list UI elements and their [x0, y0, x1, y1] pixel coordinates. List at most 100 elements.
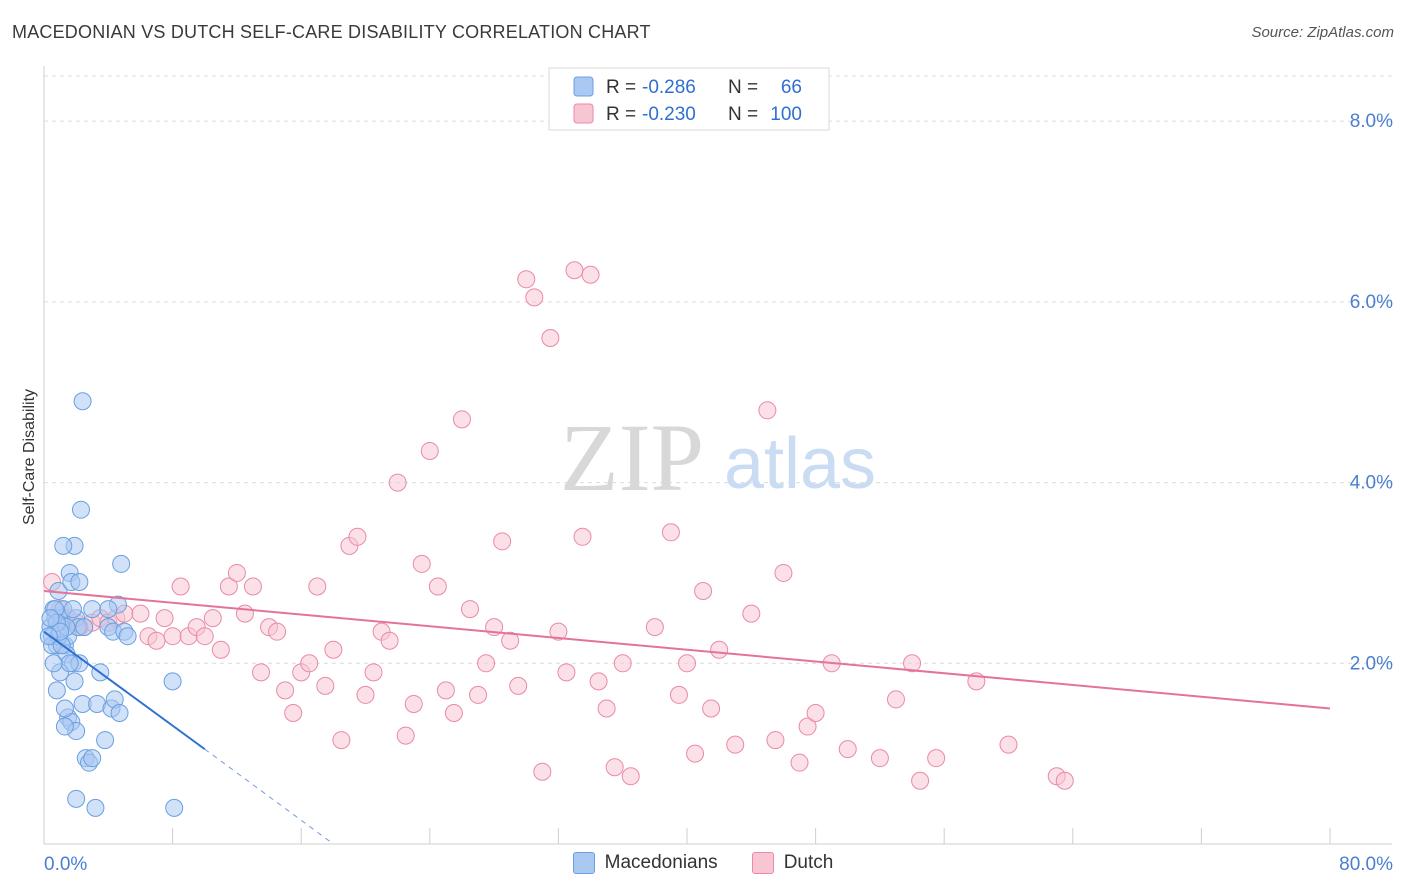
macedonians-point [65, 672, 84, 691]
x-tick-label: 80.0% [1339, 854, 1393, 875]
dutch-point [790, 753, 809, 772]
legend-r-value: -0.286 [642, 77, 696, 98]
dutch-point [308, 577, 327, 596]
dutch-point [758, 401, 777, 420]
macedonians-point [163, 672, 182, 691]
macedonians-point [73, 392, 92, 411]
dutch-point [235, 604, 254, 623]
dutch-point [412, 554, 431, 573]
dutch-point [1055, 771, 1074, 790]
dutch-point [565, 261, 584, 280]
watermark-atlas: atlas [724, 424, 876, 504]
series-legend: Macedonians Dutch [0, 852, 1406, 874]
dutch-point [766, 731, 785, 750]
dutch-point [838, 740, 857, 759]
dutch-point [886, 690, 905, 709]
macedonians-point [55, 699, 74, 718]
legend-item-dutch: Dutch [751, 852, 833, 874]
dutch-point [686, 744, 705, 763]
dutch-point [163, 627, 182, 646]
macedonians-trend-line [43, 630, 206, 750]
axes [43, 66, 1392, 845]
legend-swatch-dutch [751, 852, 774, 874]
macedonians-point [96, 731, 115, 750]
dutch-point [517, 270, 536, 289]
macedonians-point [44, 654, 63, 673]
y-tick-label: 4.0% [1350, 473, 1393, 494]
macedonians-point [47, 681, 66, 700]
correlation-legend: R = -0.286 N = 66 R = -0.230 N = 100 [548, 67, 830, 131]
dutch-point [557, 663, 576, 682]
y-tick-label: 6.0% [1350, 292, 1393, 313]
dutch-point [380, 631, 399, 650]
series-macedonians [39, 392, 184, 817]
macedonians-point [99, 600, 118, 619]
dutch-point [404, 694, 423, 713]
macedonians-trend-extension [204, 748, 334, 845]
dutch-point [324, 640, 343, 659]
dutch-point [669, 685, 688, 704]
dutch-point [645, 618, 664, 637]
legend-n-value: 66 [781, 77, 802, 98]
dutch-point [469, 685, 488, 704]
dutch-point [509, 676, 528, 695]
dutch-point [348, 527, 367, 546]
dutch-point [147, 631, 166, 650]
macedonians-point [165, 798, 184, 817]
dutch-point [927, 749, 946, 768]
dutch-point [605, 758, 624, 777]
dutch-point [300, 654, 319, 673]
macedonians-point [83, 600, 102, 619]
dutch-point [203, 609, 222, 628]
macedonians-point [55, 717, 74, 736]
dutch-point [661, 523, 680, 542]
dutch-point [541, 329, 560, 348]
dutch-point [388, 473, 407, 492]
legend-swatch-macedonians [572, 852, 595, 874]
gridlines [44, 75, 1392, 664]
dutch-point [870, 749, 889, 768]
dutch-point [356, 685, 375, 704]
macedonians-point [110, 703, 129, 722]
macedonians-point [67, 789, 86, 808]
legend-r-value: -0.230 [642, 104, 696, 125]
dutch-point [171, 577, 190, 596]
dutch-point [581, 265, 600, 284]
legend-swatch-dutch [573, 103, 594, 124]
dutch-point [702, 699, 721, 718]
macedonians-point [112, 554, 131, 573]
dutch-point [589, 672, 608, 691]
dutch-point [597, 699, 616, 718]
dutch-point [533, 762, 552, 781]
dutch-point [316, 676, 335, 695]
dutch-point [999, 735, 1018, 754]
dutch-point [195, 627, 214, 646]
dutch-point [710, 640, 729, 659]
y-tick-label: 8.0% [1350, 111, 1393, 132]
legend-r-label: R = [606, 104, 636, 125]
macedonians-point [86, 798, 105, 817]
dutch-point [613, 654, 632, 673]
dutch-point [420, 441, 439, 460]
dutch-point [436, 681, 455, 700]
series-dutch [43, 261, 1074, 790]
dutch-point [227, 563, 246, 582]
dutch-point [243, 577, 262, 596]
dutch-point [332, 731, 351, 750]
watermark-zip: ZIP [560, 404, 704, 511]
macedonians-point [63, 600, 82, 619]
dutch-point [428, 577, 447, 596]
dutch-point [573, 527, 592, 546]
dutch-point [460, 600, 479, 619]
dutch-point [155, 609, 174, 628]
dutch-point [726, 735, 745, 754]
macedonians-point [71, 500, 90, 519]
dutch-point [452, 410, 471, 429]
macedonians-point [75, 618, 94, 637]
legend-label-macedonians: Macedonians [604, 852, 718, 873]
tick-labels: 2.0% 4.0% 6.0% 8.0% 0.0% 80.0% [44, 111, 1393, 875]
dutch-point [774, 563, 793, 582]
y-tick-label: 2.0% [1350, 653, 1393, 674]
dutch-point [806, 703, 825, 722]
